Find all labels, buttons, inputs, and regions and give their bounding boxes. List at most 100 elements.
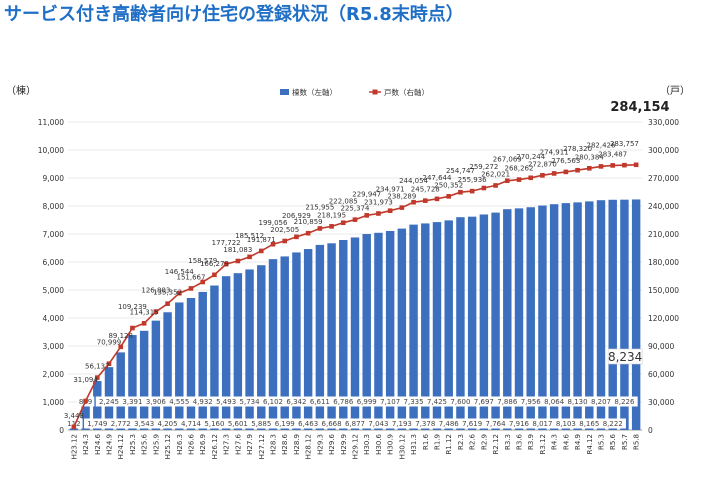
- highlight-bar-bg: [607, 348, 643, 365]
- bar-value-label: 7,107: [380, 398, 400, 406]
- x-tick-label: H30.12: [398, 434, 406, 459]
- bar-value-label: 6,342: [286, 398, 306, 406]
- bar: [292, 252, 301, 430]
- bar-value-label-bg: [376, 396, 404, 407]
- left-tick-label: 6,000: [43, 258, 65, 267]
- bar: [397, 228, 407, 430]
- bar-value-label-bg: [435, 418, 462, 429]
- line-value-label: 135,352: [153, 289, 182, 297]
- line-marker: [200, 279, 206, 285]
- bar-value-label-bg: [212, 396, 240, 407]
- line-marker: [71, 424, 77, 430]
- line-value-label: 202,505: [270, 226, 299, 234]
- x-tick-label: H29.3: [316, 434, 324, 455]
- bar-value-label: 7,764: [486, 420, 507, 428]
- line-marker: [469, 188, 475, 194]
- bar: [479, 214, 489, 430]
- bar-value-label-bg: [259, 396, 287, 407]
- x-tick-label: R5.6: [609, 433, 617, 450]
- bar-value-label: 6,668: [322, 420, 342, 428]
- line-value-label: 268,262: [505, 165, 534, 173]
- bar: [327, 243, 336, 430]
- highlight-line-value: 284,154: [610, 100, 669, 115]
- line-value-label: 259,272: [469, 163, 498, 171]
- line-marker: [540, 173, 545, 178]
- line-marker: [364, 213, 370, 218]
- bar-value-label: 7,956: [521, 398, 542, 406]
- line-value-label: 278,320: [563, 145, 592, 153]
- bar-value-label: 8,226: [614, 398, 635, 406]
- x-tick-label: H27.3: [223, 434, 231, 455]
- bar: [128, 335, 137, 430]
- line-marker: [575, 167, 580, 173]
- bar: [620, 199, 629, 430]
- bar-value-label: 8,064: [544, 398, 565, 406]
- bar: [421, 223, 430, 430]
- bar: [549, 204, 559, 430]
- bar: [585, 201, 594, 430]
- bar-value-label-bg: [505, 418, 533, 429]
- bar-value-label: 5,493: [216, 398, 236, 406]
- line-value-label: 181,083: [223, 246, 252, 254]
- line-marker: [446, 194, 452, 199]
- line-marker: [212, 272, 217, 278]
- bar: [444, 220, 453, 430]
- bar-value-label: 7,043: [368, 420, 388, 428]
- bar-value-label: 6,463: [298, 420, 318, 428]
- bar: [303, 249, 313, 430]
- line-value-label: 280,384: [575, 153, 604, 161]
- bar: [608, 199, 617, 430]
- x-tick-label: H28.6: [281, 433, 289, 454]
- legend-line-marker: [372, 89, 378, 95]
- line-value-label: 272,870: [528, 160, 557, 168]
- line-value-label: 244,054: [399, 177, 428, 185]
- left-tick-label: 11,000: [38, 118, 64, 127]
- line-marker: [586, 166, 592, 171]
- bar-value-label: 4,205: [158, 420, 178, 428]
- line-value-label: 3,448: [64, 412, 84, 420]
- x-axis-labels: H23.12 H24.3 H24.6 H24.9 H24.12 H25.3 H25.6 H25…: [70, 433, 640, 459]
- line-marker: [130, 325, 135, 331]
- x-tick-label: H26.3: [176, 434, 184, 455]
- x-tick-label: H28.12: [305, 434, 313, 459]
- line-marker: [94, 375, 100, 380]
- bar-value-label-bg: [95, 396, 123, 407]
- line-marker: [317, 226, 323, 231]
- x-tick-label: H26.6: [188, 433, 196, 454]
- left-tick-label: 10,000: [38, 146, 64, 155]
- line-marker: [563, 169, 569, 175]
- bar: [81, 405, 90, 430]
- legend: 棟数（左軸） 戸数（右軸）: [280, 87, 429, 97]
- line-marker: [106, 361, 112, 367]
- left-tick-label: 3,000: [43, 342, 65, 351]
- x-tick-label: R4.12: [586, 434, 594, 454]
- right-tick-label: 180,000: [648, 258, 679, 267]
- x-tick-label: H24.6: [94, 433, 102, 454]
- line-marker: [422, 198, 428, 203]
- line-marker: [622, 162, 627, 168]
- line-value-label: 225,374: [341, 205, 370, 213]
- bar-value-label: 7,378: [415, 420, 435, 428]
- bar: [514, 208, 524, 430]
- line-value-label: 114,315: [130, 308, 159, 316]
- x-tick-label: R2.12: [492, 434, 500, 454]
- legend-bar-swatch: [280, 89, 289, 95]
- line-marker: [247, 254, 252, 260]
- line-marker: [141, 321, 147, 326]
- line-value-label: 109,239: [118, 303, 147, 311]
- line-marker: [399, 205, 405, 210]
- bar-value-label: 8,207: [591, 398, 611, 406]
- page-title: サービス付き高齢者向け住宅の登録状況（R5.8末時点）: [4, 4, 464, 25]
- bar-value-label-bg: [540, 396, 568, 407]
- bar-value-label-bg: [470, 396, 498, 407]
- bar-value-label-bg: [84, 418, 111, 429]
- bar: [198, 291, 207, 430]
- x-tick-label: H24.3: [82, 434, 90, 455]
- x-tick-label: R5.7: [621, 434, 629, 450]
- bar-value-label: 3,906: [146, 398, 167, 406]
- line-marker: [270, 241, 276, 247]
- bar-value-label-bg: [564, 396, 591, 407]
- bar: [175, 302, 184, 430]
